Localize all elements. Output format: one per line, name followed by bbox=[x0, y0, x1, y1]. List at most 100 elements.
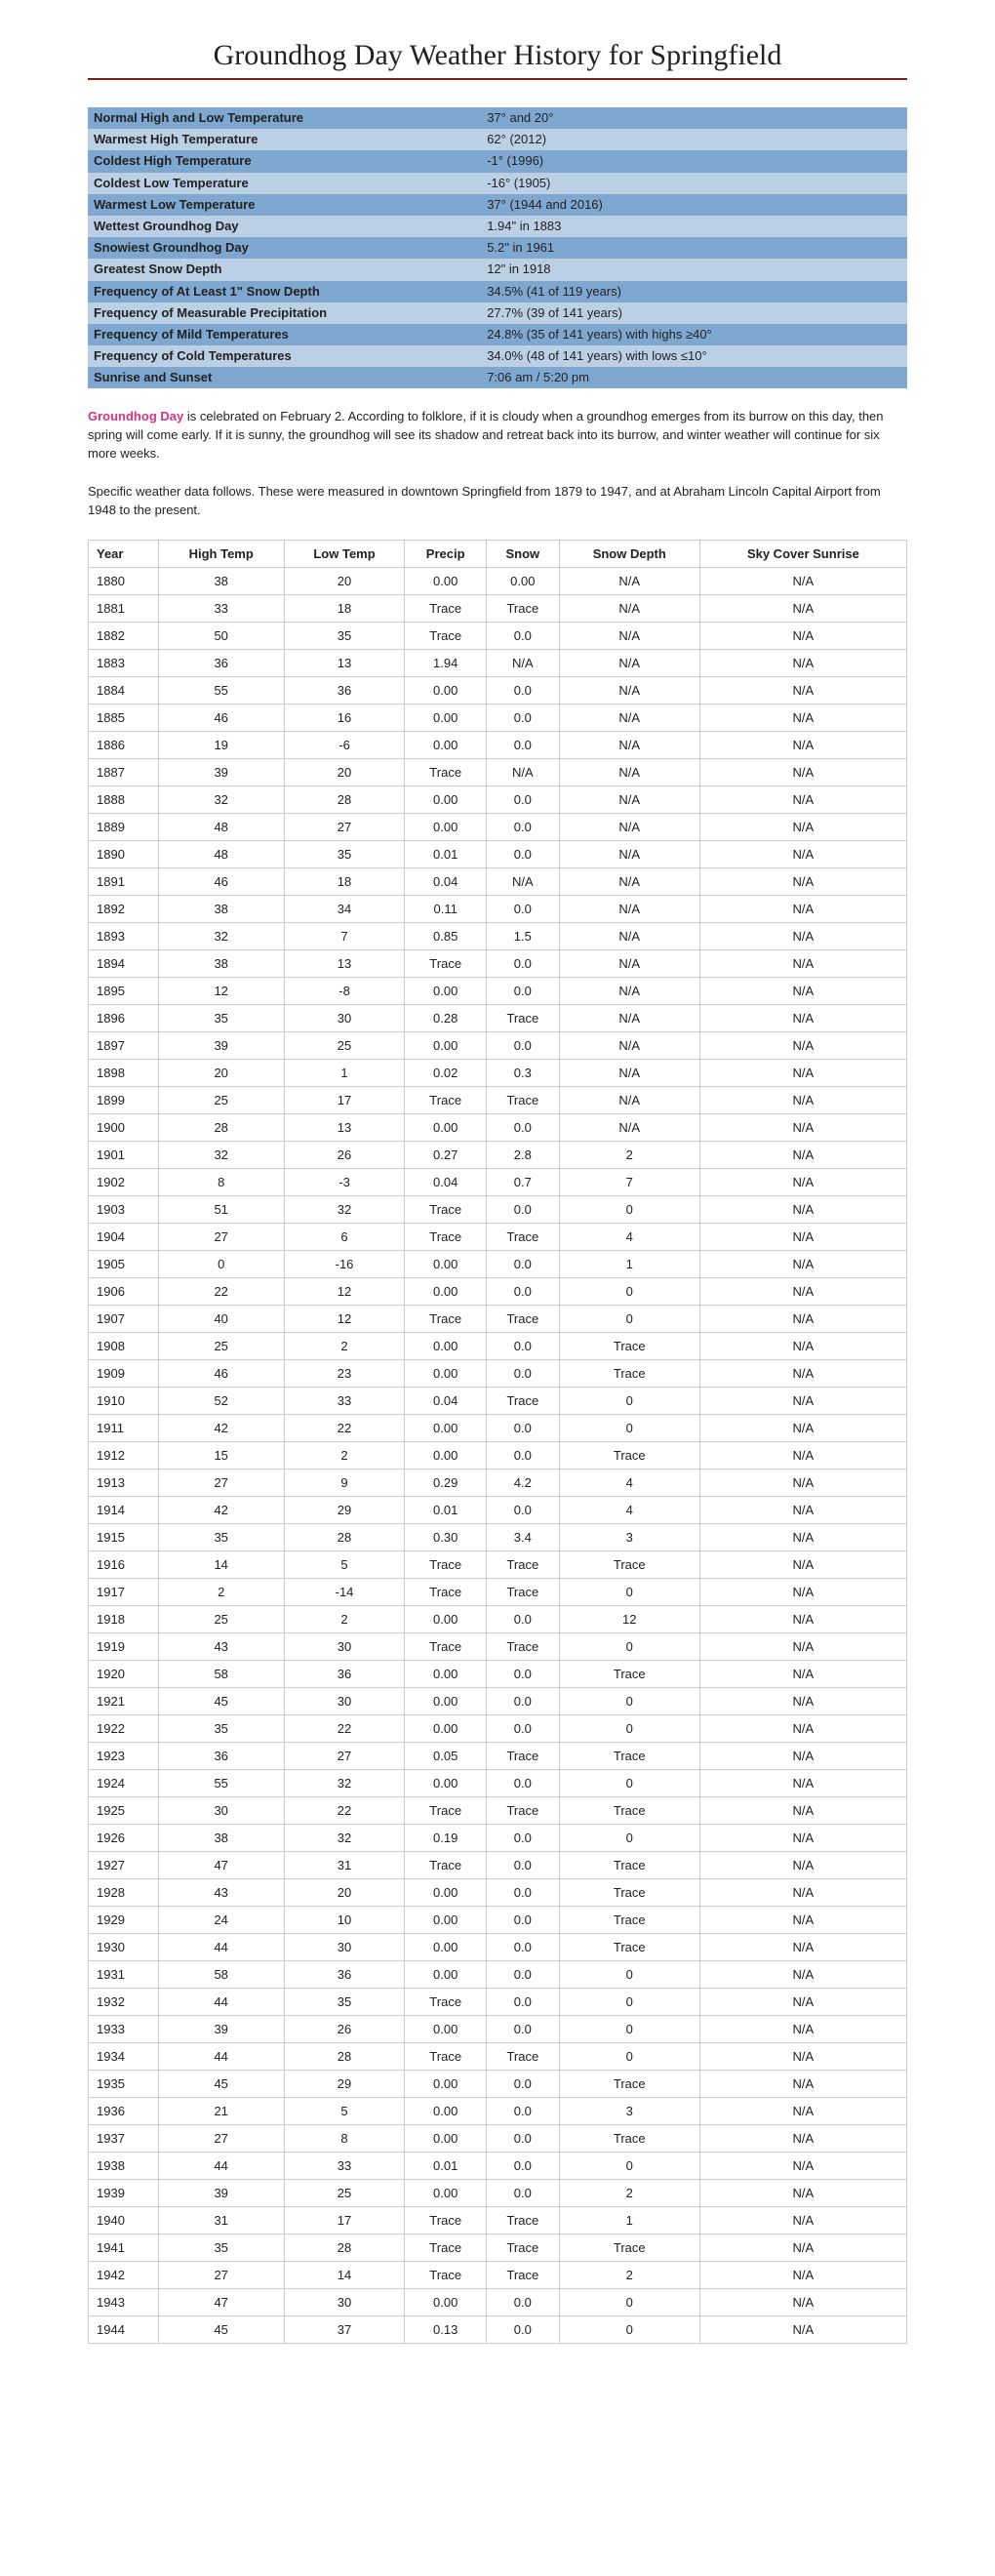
table-cell: 1907 bbox=[89, 1305, 159, 1332]
summary-label: Normal High and Low Temperature bbox=[88, 107, 481, 129]
table-cell: N/A bbox=[699, 1578, 906, 1605]
table-row: 194347300.000.00N/A bbox=[89, 2288, 907, 2315]
table-cell: 45 bbox=[158, 1687, 284, 1714]
table-cell: N/A bbox=[559, 594, 699, 622]
table-cell: 37 bbox=[284, 2315, 405, 2343]
table-cell: 1888 bbox=[89, 785, 159, 813]
table-cell: 16 bbox=[284, 704, 405, 731]
table-cell: 1918 bbox=[89, 1605, 159, 1632]
table-cell: 1939 bbox=[89, 2179, 159, 2206]
table-cell: 1884 bbox=[89, 676, 159, 704]
table-cell: 0.00 bbox=[405, 2015, 486, 2042]
table-cell: 0.00 bbox=[405, 1250, 486, 1277]
table-cell: 4 bbox=[559, 1496, 699, 1523]
table-cell: N/A bbox=[559, 649, 699, 676]
table-cell: 0.00 bbox=[405, 676, 486, 704]
table-cell: Trace bbox=[405, 2042, 486, 2070]
table-row: 189739250.000.0N/AN/A bbox=[89, 1031, 907, 1059]
table-cell: 0.0 bbox=[486, 1195, 559, 1223]
table-cell: N/A bbox=[699, 840, 906, 867]
table-cell: 30 bbox=[284, 2288, 405, 2315]
table-cell: Trace bbox=[405, 2234, 486, 2261]
table-row: 19422714TraceTrace2N/A bbox=[89, 2261, 907, 2288]
table-cell: 27 bbox=[158, 1469, 284, 1496]
table-cell: 0.00 bbox=[405, 731, 486, 758]
table-cell: 1920 bbox=[89, 1660, 159, 1687]
summary-label: Frequency of At Least 1" Snow Depth bbox=[88, 281, 481, 302]
table-row: 193339260.000.00N/A bbox=[89, 2015, 907, 2042]
table-cell: 1893 bbox=[89, 922, 159, 949]
table-cell: 1931 bbox=[89, 1960, 159, 1988]
table-cell: 1919 bbox=[89, 1632, 159, 1660]
table-cell: 35 bbox=[284, 840, 405, 867]
table-cell: 0.00 bbox=[405, 2097, 486, 2124]
table-cell: 30 bbox=[284, 1933, 405, 1960]
summary-value: 1.94" in 1883 bbox=[481, 216, 907, 237]
summary-row: Coldest High Temperature-1° (1996) bbox=[88, 150, 907, 172]
table-cell: 35 bbox=[284, 622, 405, 649]
table-cell: 0.0 bbox=[486, 2288, 559, 2315]
table-cell: 0.7 bbox=[486, 1168, 559, 1195]
table-cell: 3.4 bbox=[486, 1523, 559, 1550]
table-row: 18933270.851.5N/AN/A bbox=[89, 922, 907, 949]
table-cell: Trace bbox=[486, 2234, 559, 2261]
table-cell: N/A bbox=[699, 676, 906, 704]
table-cell: 0.00 bbox=[405, 1359, 486, 1387]
table-cell: N/A bbox=[699, 2124, 906, 2152]
table-cell: 0.00 bbox=[405, 704, 486, 731]
table-cell: 39 bbox=[158, 758, 284, 785]
table-cell: Trace bbox=[405, 594, 486, 622]
table-cell: 0 bbox=[559, 2015, 699, 2042]
table-cell: 44 bbox=[158, 2152, 284, 2179]
table-cell: Trace bbox=[486, 1086, 559, 1113]
table-cell: 5 bbox=[284, 1550, 405, 1578]
table-cell: 36 bbox=[158, 649, 284, 676]
table-cell: Trace bbox=[405, 1305, 486, 1332]
table-cell: 0.30 bbox=[405, 1523, 486, 1550]
table-cell: 1899 bbox=[89, 1086, 159, 1113]
table-cell: 9 bbox=[284, 1469, 405, 1496]
table-cell: 0.00 bbox=[405, 2124, 486, 2152]
table-cell: 0.00 bbox=[405, 567, 486, 594]
table-cell: Trace bbox=[559, 1550, 699, 1578]
table-cell: N/A bbox=[699, 1550, 906, 1578]
table-cell: 14 bbox=[158, 1550, 284, 1578]
summary-label: Snowiest Groundhog Day bbox=[88, 237, 481, 259]
table-cell: N/A bbox=[699, 2288, 906, 2315]
table-cell: 25 bbox=[284, 1031, 405, 1059]
table-cell: N/A bbox=[699, 2070, 906, 2097]
table-cell: 2 bbox=[559, 2179, 699, 2206]
table-cell: Trace bbox=[405, 2261, 486, 2288]
table-cell: N/A bbox=[559, 704, 699, 731]
table-cell: 0.0 bbox=[486, 676, 559, 704]
table-cell: 51 bbox=[158, 1195, 284, 1223]
table-cell: 2 bbox=[559, 2261, 699, 2288]
table-cell: N/A bbox=[699, 1769, 906, 1796]
table-cell: 45 bbox=[158, 2315, 284, 2343]
summary-label: Frequency of Measurable Precipitation bbox=[88, 302, 481, 324]
table-row: 1904276TraceTrace4N/A bbox=[89, 1223, 907, 1250]
table-row: 19074012TraceTrace0N/A bbox=[89, 1305, 907, 1332]
table-cell: 1922 bbox=[89, 1714, 159, 1742]
table-cell: N/A bbox=[699, 1469, 906, 1496]
table-cell: N/A bbox=[699, 758, 906, 785]
table-cell: 1885 bbox=[89, 704, 159, 731]
summary-value: 37° (1944 and 2016) bbox=[481, 194, 907, 216]
table-cell: 2 bbox=[284, 1332, 405, 1359]
table-row: 19372780.000.0TraceN/A bbox=[89, 2124, 907, 2152]
table-cell: N/A bbox=[699, 895, 906, 922]
table-cell: Trace bbox=[486, 1796, 559, 1824]
summary-value: 5.2" in 1961 bbox=[481, 237, 907, 259]
table-cell: 55 bbox=[158, 676, 284, 704]
summary-value: 34.5% (41 of 119 years) bbox=[481, 281, 907, 302]
table-cell: N/A bbox=[699, 1824, 906, 1851]
table-cell: 1917 bbox=[89, 1578, 159, 1605]
table-cell: N/A bbox=[699, 1742, 906, 1769]
summary-value: 24.8% (35 of 141 years) with highs ≥40° bbox=[481, 324, 907, 345]
table-cell: 12 bbox=[284, 1305, 405, 1332]
table-row: 19182520.000.012N/A bbox=[89, 1605, 907, 1632]
column-header: High Temp bbox=[158, 540, 284, 567]
table-cell: 0 bbox=[559, 2288, 699, 2315]
table-cell: 38 bbox=[158, 895, 284, 922]
table-cell: 0.0 bbox=[486, 1441, 559, 1469]
